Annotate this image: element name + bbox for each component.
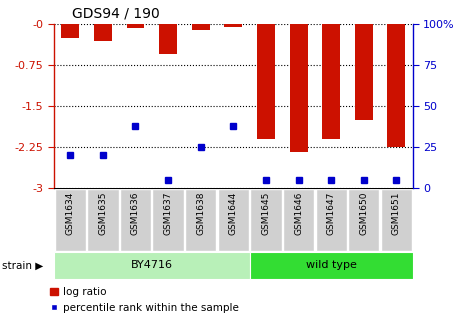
Bar xyxy=(355,24,373,120)
FancyBboxPatch shape xyxy=(152,190,184,251)
Text: wild type: wild type xyxy=(306,260,356,270)
Text: GSM1636: GSM1636 xyxy=(131,192,140,235)
Text: GSM1637: GSM1637 xyxy=(164,192,173,235)
Text: GSM1650: GSM1650 xyxy=(359,192,368,235)
FancyBboxPatch shape xyxy=(54,190,86,251)
Bar xyxy=(387,24,405,147)
FancyBboxPatch shape xyxy=(250,190,281,251)
FancyBboxPatch shape xyxy=(185,190,216,251)
Legend: log ratio, percentile rank within the sample: log ratio, percentile rank within the sa… xyxy=(50,288,239,313)
FancyBboxPatch shape xyxy=(283,190,314,251)
Text: GSM1638: GSM1638 xyxy=(196,192,205,235)
FancyBboxPatch shape xyxy=(381,190,412,251)
Bar xyxy=(322,24,340,139)
Text: GSM1635: GSM1635 xyxy=(98,192,107,235)
Bar xyxy=(289,24,308,153)
Bar xyxy=(94,24,112,41)
Text: GSM1634: GSM1634 xyxy=(66,192,75,235)
FancyBboxPatch shape xyxy=(218,190,249,251)
Bar xyxy=(257,24,275,139)
Text: GSM1646: GSM1646 xyxy=(294,192,303,235)
Text: BY4716: BY4716 xyxy=(131,260,173,270)
Bar xyxy=(192,24,210,30)
Bar xyxy=(159,24,177,54)
Text: GSM1644: GSM1644 xyxy=(229,192,238,235)
Text: GSM1651: GSM1651 xyxy=(392,192,401,235)
FancyBboxPatch shape xyxy=(316,190,347,251)
Text: strain ▶: strain ▶ xyxy=(2,260,44,270)
Text: GSM1647: GSM1647 xyxy=(327,192,336,235)
FancyBboxPatch shape xyxy=(54,252,250,279)
FancyBboxPatch shape xyxy=(250,252,413,279)
FancyBboxPatch shape xyxy=(87,190,119,251)
Text: GSM1645: GSM1645 xyxy=(261,192,271,235)
Text: GDS94 / 190: GDS94 / 190 xyxy=(72,7,159,21)
FancyBboxPatch shape xyxy=(348,190,379,251)
Bar xyxy=(224,24,242,27)
FancyBboxPatch shape xyxy=(120,190,151,251)
Bar xyxy=(61,24,79,38)
Bar xyxy=(127,24,144,29)
